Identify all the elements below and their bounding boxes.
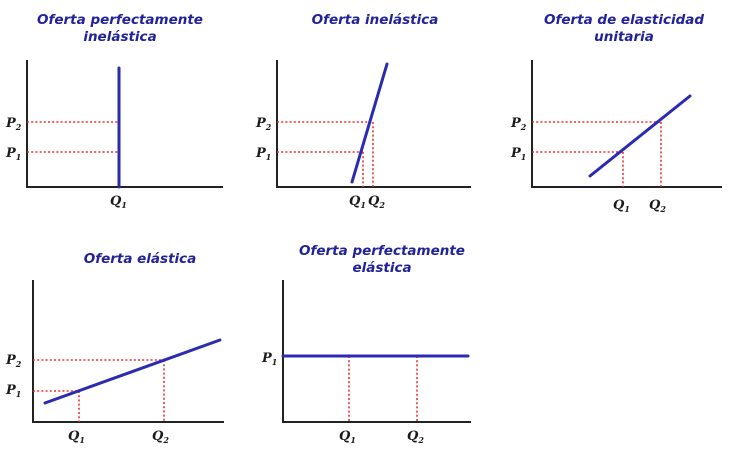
panel-1-axes	[26, 60, 223, 188]
panel-3-supply-curve	[588, 94, 692, 178]
panel-1-p1-label: P1	[5, 146, 21, 162]
panel-4-title: Oferta elástica	[40, 251, 240, 268]
panel-5-q1-label: Q1	[339, 429, 356, 445]
panel-5-q2-label: Q2	[407, 429, 424, 445]
panel-3-title-line-1: Oferta de elasticidad	[543, 12, 705, 28]
panel-5-title-line-2: elástica	[352, 260, 412, 276]
panel-2-q2-label: Q2	[368, 194, 385, 210]
panel-2-p1-label: P1	[255, 146, 271, 162]
panel-3-axes	[531, 60, 722, 188]
panel-2-supply-curve	[350, 62, 389, 184]
panel-1-title: Oferta perfectamente inelástica	[20, 12, 220, 46]
panel-3-q1-label: Q1	[613, 198, 630, 214]
panel-3-q2-label: Q2	[649, 198, 666, 214]
panel-1-q1-label: Q1	[110, 194, 127, 210]
panel-3-title: Oferta de elasticidad unitaria	[524, 12, 724, 46]
panel-4: P2 P1 Q1 Q2	[5, 280, 224, 445]
panel-1: P2 P1 Q1	[5, 60, 223, 210]
panel-5-axes	[282, 280, 471, 423]
panel-4-supply-curve	[43, 338, 222, 405]
panel-2-title: Oferta inelástica	[275, 12, 475, 29]
panel-2: P2 P1 Q1 Q2	[255, 60, 471, 210]
panel-4-q2-label: Q2	[152, 429, 169, 445]
panel-2-title-line-1: Oferta inelástica	[311, 12, 439, 28]
panel-1-p2-label: P2	[5, 116, 22, 132]
panel-4-axes	[32, 280, 224, 423]
panel-4-title-line-1: Oferta elástica	[83, 251, 197, 267]
panel-5-p1-label: P1	[261, 351, 277, 367]
panel-5-title: Oferta perfectamente elástica	[282, 243, 482, 277]
panel-3: P2 P1 Q1 Q2	[510, 60, 722, 214]
panel-2-axes	[276, 60, 471, 188]
panel-1-title-line-2: inelástica	[83, 29, 157, 45]
panel-4-p1-label: P1	[5, 383, 21, 399]
panel-2-q1-label: Q1	[349, 194, 366, 210]
panel-2-p2-label: P2	[255, 116, 272, 132]
panel-3-p1-label: P1	[510, 146, 526, 162]
panel-5-title-line-1: Oferta perfectamente	[299, 243, 465, 259]
panel-1-title-line-1: Oferta perfectamente	[37, 12, 203, 28]
panel-4-q1-label: Q1	[68, 429, 85, 445]
panel-3-p2-label: P2	[510, 116, 527, 132]
panel-5: P1 Q1 Q2	[261, 280, 471, 445]
panel-3-title-line-2: unitaria	[594, 29, 654, 45]
panel-4-p2-label: P2	[5, 353, 22, 369]
